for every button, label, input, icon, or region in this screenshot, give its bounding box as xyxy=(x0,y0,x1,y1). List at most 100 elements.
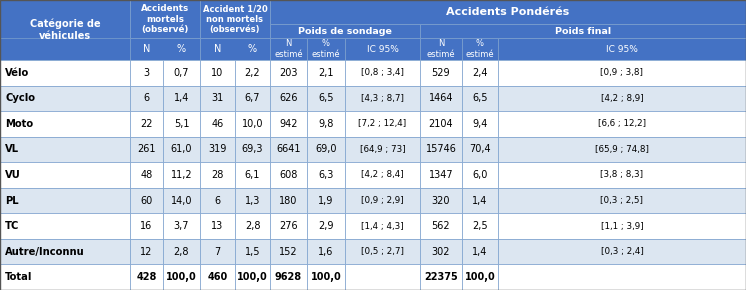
Bar xyxy=(420,60,462,86)
Text: 2104: 2104 xyxy=(429,119,454,129)
Text: 6: 6 xyxy=(214,195,221,206)
Text: Accident 1/20
non mortels
(observés): Accident 1/20 non mortels (observés) xyxy=(203,4,267,34)
Bar xyxy=(307,38,345,60)
Bar xyxy=(420,86,462,111)
Bar xyxy=(130,137,163,162)
Bar xyxy=(235,111,270,137)
Bar xyxy=(0,137,130,162)
Text: 69,3: 69,3 xyxy=(242,144,263,155)
Bar xyxy=(235,239,270,264)
Text: 428: 428 xyxy=(137,272,157,282)
Text: VL: VL xyxy=(5,144,19,155)
Text: 61,0: 61,0 xyxy=(171,144,192,155)
Bar xyxy=(345,38,420,60)
Bar xyxy=(345,264,420,290)
Text: N: N xyxy=(214,44,221,54)
Text: 2,1: 2,1 xyxy=(319,68,333,78)
Bar xyxy=(0,188,130,213)
Text: [1,1 ; 3,9]: [1,1 ; 3,9] xyxy=(601,222,643,231)
Bar xyxy=(420,137,462,162)
Text: [65,9 ; 74,8]: [65,9 ; 74,8] xyxy=(595,145,649,154)
Text: [0,9 ; 3,8]: [0,9 ; 3,8] xyxy=(601,68,644,77)
Bar xyxy=(307,111,345,137)
Bar xyxy=(0,162,130,188)
Bar xyxy=(307,213,345,239)
Text: 9,4: 9,4 xyxy=(472,119,488,129)
Bar xyxy=(498,264,746,290)
Bar xyxy=(130,188,163,213)
Bar xyxy=(0,38,130,60)
Text: [4,2 ; 8,4]: [4,2 ; 8,4] xyxy=(361,171,404,180)
Text: 9,8: 9,8 xyxy=(319,119,333,129)
Bar xyxy=(163,188,200,213)
Bar xyxy=(270,86,307,111)
Text: 22: 22 xyxy=(140,119,153,129)
Text: 6,5: 6,5 xyxy=(319,93,333,103)
Text: 9628: 9628 xyxy=(275,272,302,282)
Text: 529: 529 xyxy=(432,68,451,78)
Bar xyxy=(307,264,345,290)
Bar xyxy=(420,239,462,264)
Bar xyxy=(163,86,200,111)
Bar xyxy=(163,239,200,264)
Bar xyxy=(130,86,163,111)
Text: Moto: Moto xyxy=(5,119,33,129)
Bar xyxy=(462,264,498,290)
Bar xyxy=(200,38,270,60)
Bar xyxy=(307,60,345,86)
Text: 6641: 6641 xyxy=(276,144,301,155)
Text: Accidents Pondérés: Accidents Pondérés xyxy=(446,7,570,17)
Bar xyxy=(0,60,130,86)
Bar xyxy=(270,111,307,137)
Bar xyxy=(462,38,498,60)
Bar xyxy=(307,239,345,264)
Bar xyxy=(462,137,498,162)
Bar xyxy=(200,264,235,290)
Text: 100,0: 100,0 xyxy=(237,272,268,282)
Text: 60: 60 xyxy=(140,195,153,206)
Bar xyxy=(462,111,498,137)
Bar xyxy=(420,213,462,239)
Text: 3: 3 xyxy=(143,68,149,78)
Bar xyxy=(498,111,746,137)
Text: 1,4: 1,4 xyxy=(472,195,488,206)
Text: 320: 320 xyxy=(432,195,451,206)
Bar xyxy=(270,38,307,60)
Bar xyxy=(462,162,498,188)
Bar xyxy=(345,86,420,111)
Text: %: % xyxy=(248,44,257,54)
Bar xyxy=(462,239,498,264)
Text: 2,9: 2,9 xyxy=(319,221,333,231)
Bar xyxy=(163,111,200,137)
Text: 608: 608 xyxy=(279,170,298,180)
Bar xyxy=(498,162,746,188)
Bar xyxy=(235,60,270,86)
Bar xyxy=(235,162,270,188)
Bar xyxy=(130,111,163,137)
Bar xyxy=(498,86,746,111)
Text: 626: 626 xyxy=(279,93,298,103)
Text: 69,0: 69,0 xyxy=(316,144,336,155)
Bar xyxy=(498,137,746,162)
Bar xyxy=(200,162,235,188)
Bar xyxy=(200,60,235,86)
Text: 6,3: 6,3 xyxy=(319,170,333,180)
Text: 11,2: 11,2 xyxy=(171,170,192,180)
Bar xyxy=(0,264,130,290)
Bar xyxy=(270,264,307,290)
Text: Catégorie de
véhicules: Catégorie de véhicules xyxy=(30,19,100,41)
Text: 48: 48 xyxy=(140,170,153,180)
Bar xyxy=(235,213,270,239)
Text: 12: 12 xyxy=(140,247,153,257)
Text: 2,8: 2,8 xyxy=(245,221,260,231)
Bar xyxy=(0,86,130,111)
Text: 6: 6 xyxy=(143,93,149,103)
Text: 0,7: 0,7 xyxy=(174,68,189,78)
Text: [0,3 ; 2,5]: [0,3 ; 2,5] xyxy=(601,196,644,205)
Bar xyxy=(420,111,462,137)
Bar xyxy=(420,38,462,60)
Bar xyxy=(163,162,200,188)
Text: 1,4: 1,4 xyxy=(472,247,488,257)
Text: 31: 31 xyxy=(211,93,224,103)
Bar xyxy=(420,264,462,290)
